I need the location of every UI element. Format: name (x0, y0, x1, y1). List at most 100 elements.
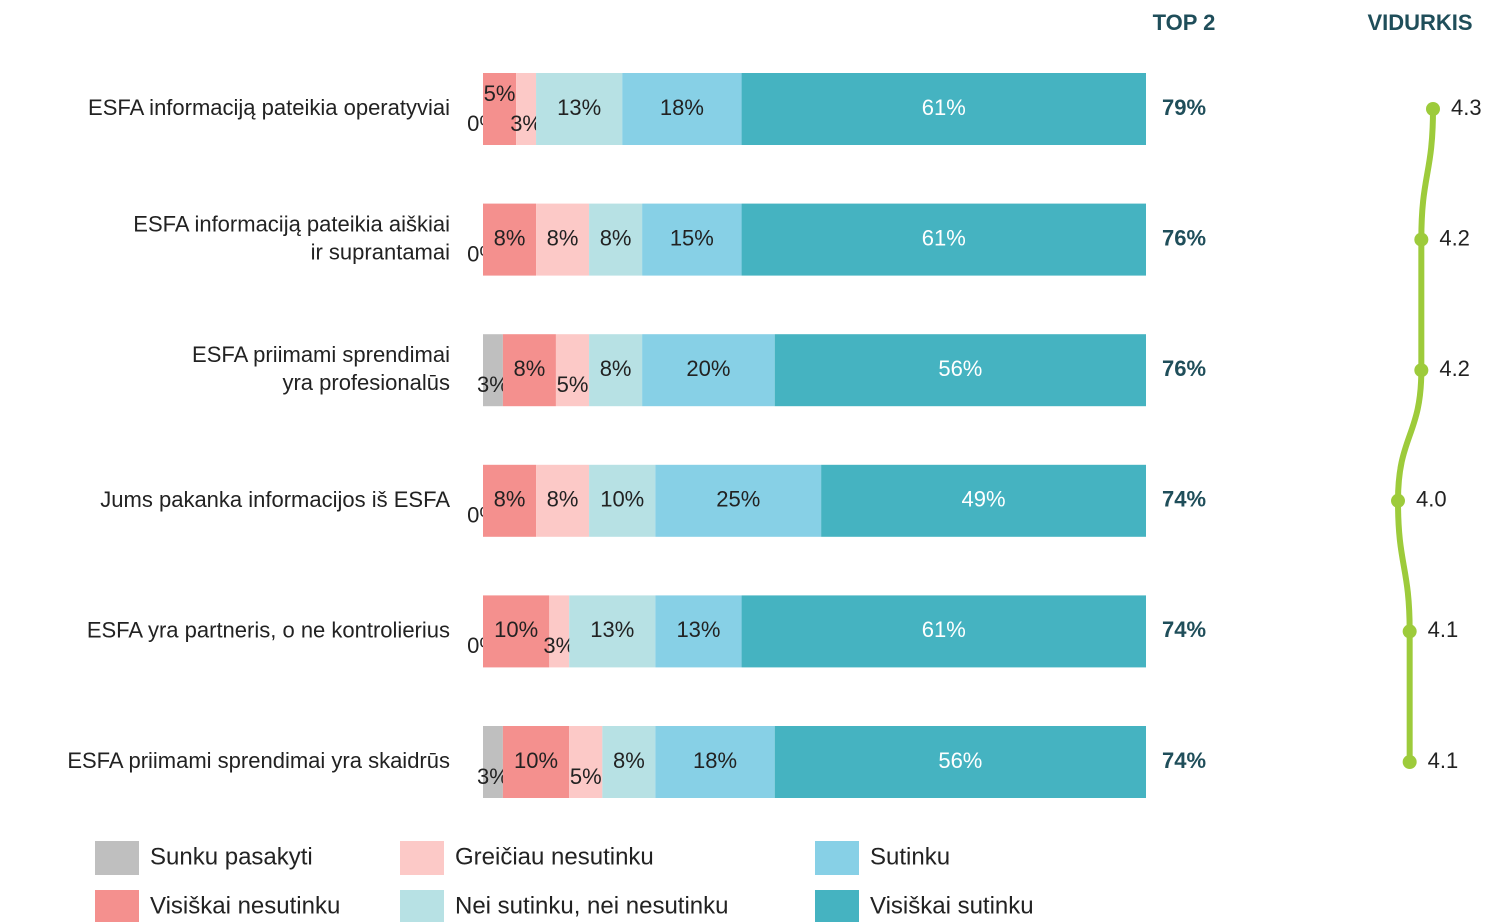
average-label: 4.3 (1451, 95, 1482, 120)
bar-segment (502, 334, 556, 407)
data-label: 8% (514, 356, 546, 381)
data-label: 8% (600, 356, 632, 381)
data-label: 8% (547, 225, 579, 250)
average-label: 4.1 (1428, 617, 1459, 642)
data-label: 5% (484, 81, 516, 106)
legend-label: Greičiau nesutinku (455, 843, 654, 870)
bar-segment (741, 73, 1146, 145)
category-label: Jums pakanka informacijos iš ESFA (100, 487, 450, 512)
bar-segment (536, 73, 623, 145)
bar-segment (642, 203, 742, 276)
top2-label: 76% (1162, 356, 1206, 381)
legend-swatch (815, 890, 859, 922)
data-label: 15% (670, 225, 714, 250)
average-point (1414, 363, 1429, 378)
legend-label: Visiškai nesutinku (150, 892, 340, 919)
legend-swatch (95, 890, 139, 922)
data-label: 8% (613, 748, 645, 773)
average-label: 4.0 (1416, 487, 1447, 512)
data-label: 56% (938, 748, 982, 773)
bar-segment (569, 726, 603, 798)
bar-segment (483, 203, 537, 276)
bar-segment (555, 334, 590, 407)
top2-label: 76% (1162, 225, 1206, 250)
category-label: ESFA priimami sprendimai yra profesionalū… (192, 342, 450, 395)
average-label: 4.1 (1428, 748, 1459, 773)
bar-segment (569, 595, 656, 668)
bar-segment (655, 464, 822, 537)
average-point (1402, 624, 1417, 639)
bar-segment (589, 203, 643, 276)
legend-swatch (95, 841, 139, 875)
data-label: 5% (570, 764, 602, 789)
data-label: 8% (547, 487, 579, 512)
legend-label: Sunku pasakyti (150, 843, 313, 870)
bar-segment (622, 73, 742, 145)
bar-segment (642, 334, 775, 407)
average-point (1414, 232, 1429, 247)
data-label: 8% (494, 487, 526, 512)
bar-segment (516, 73, 537, 145)
bar-segment (602, 726, 656, 798)
bar-segment (655, 726, 775, 798)
bar-segment (821, 464, 1146, 537)
bar-segment (741, 595, 1146, 668)
data-label: 8% (600, 225, 632, 250)
bar-segment (741, 203, 1146, 276)
bar-segment (774, 726, 1146, 798)
data-label: 13% (557, 95, 601, 120)
bar-segment (774, 334, 1146, 407)
average-label: 4.2 (1439, 356, 1470, 381)
data-label: 13% (676, 617, 720, 642)
bar-segment (483, 726, 503, 798)
data-label: 56% (938, 356, 982, 381)
data-label: 61% (922, 225, 966, 250)
bar-segment (655, 595, 742, 668)
data-label: 18% (693, 748, 737, 773)
average-label: 4.2 (1439, 225, 1470, 250)
bar-segment (536, 203, 590, 276)
data-label: 13% (590, 617, 634, 642)
legend-label: Nei sutinku, nei nesutinku (455, 892, 729, 919)
top2-label: 74% (1162, 487, 1206, 512)
category-label: ESFA yra partneris, o ne kontrolierius (87, 617, 450, 642)
data-label: 5% (557, 372, 589, 397)
top2-title: TOP 2 (1153, 10, 1216, 35)
average-line (1394, 108, 1436, 762)
average-point (1391, 493, 1405, 508)
bar-segment (483, 334, 503, 407)
data-label: 8% (494, 225, 526, 250)
category-label: ESFA informaciją pateikia aiškiai ir supr… (133, 211, 450, 264)
top2-label: 79% (1162, 95, 1206, 120)
data-label: 61% (922, 617, 966, 642)
average-point (1402, 755, 1417, 769)
legend-label: Sutinku (870, 843, 950, 870)
bar-segment (589, 464, 656, 537)
category-label: ESFA informaciją pateikia operatyviai (88, 95, 450, 120)
legend-swatch (815, 841, 859, 875)
legend-swatch (400, 841, 444, 875)
data-label: 10% (494, 617, 538, 642)
top2-label: 74% (1162, 748, 1206, 773)
bar-segment (589, 334, 643, 407)
bar-segment (549, 595, 570, 668)
bar-segment (536, 464, 590, 537)
average-title: VIDURKIS (1367, 10, 1472, 35)
data-label: 49% (962, 487, 1006, 512)
bar-segment (483, 595, 550, 668)
bar-segment (502, 726, 570, 798)
data-label: 25% (716, 487, 760, 512)
average-point (1426, 102, 1440, 116)
legend-label: Visiškai sutinku (870, 892, 1034, 919)
data-label: 10% (600, 487, 644, 512)
data-label: 18% (660, 95, 704, 120)
data-label: 20% (686, 356, 730, 381)
bar-segment (483, 464, 537, 537)
data-label: 61% (922, 95, 966, 120)
data-label: 10% (514, 748, 558, 773)
legend-swatch (400, 890, 444, 922)
category-label: ESFA priimami sprendimai yra skaidrūs (67, 748, 450, 773)
top2-label: 74% (1162, 617, 1206, 642)
bar-segment (483, 73, 517, 145)
